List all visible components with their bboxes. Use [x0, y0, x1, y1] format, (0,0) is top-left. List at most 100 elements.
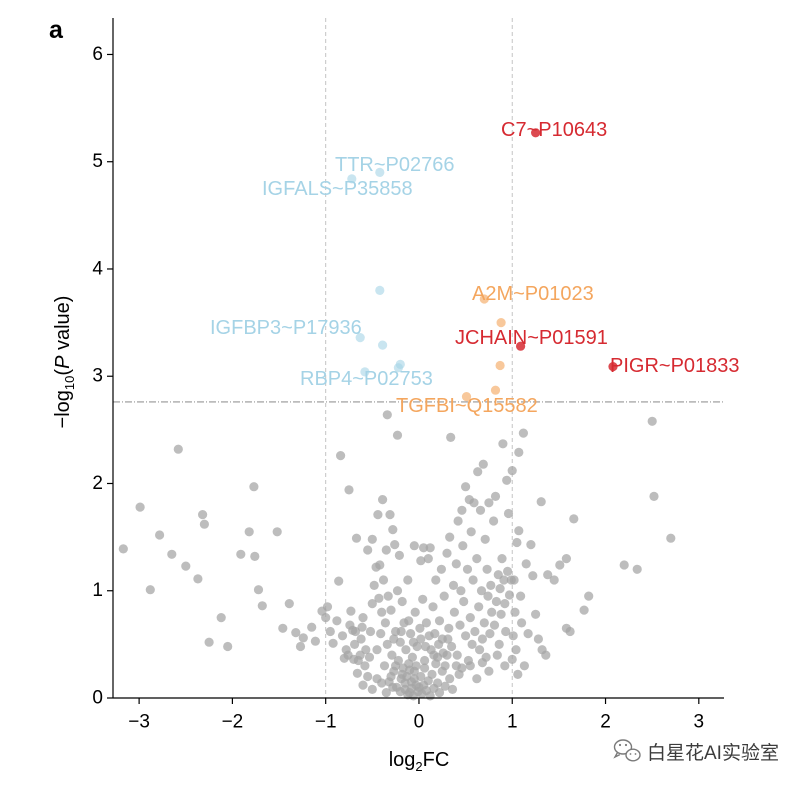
- data-point: [310, 636, 320, 646]
- data-point: [382, 410, 392, 420]
- data-point: [500, 661, 510, 671]
- data-point: [374, 593, 384, 603]
- data-point: [514, 447, 524, 457]
- data-point: [499, 575, 509, 585]
- data-point: [495, 584, 505, 594]
- data-points: [118, 128, 676, 701]
- data-point: [403, 575, 413, 585]
- data-point: [458, 541, 468, 551]
- data-point: [307, 622, 317, 632]
- data-point: [483, 591, 493, 601]
- data-point: [511, 645, 521, 655]
- y-tick-label: 1: [92, 580, 103, 601]
- data-point: [444, 623, 454, 633]
- data-point: [430, 629, 440, 639]
- data-point: [516, 591, 526, 601]
- data-point: [449, 607, 459, 617]
- data-point: [431, 575, 441, 585]
- data-point: [526, 540, 536, 550]
- data-point: [440, 661, 450, 671]
- data-point: [513, 669, 523, 680]
- data-point: [421, 618, 431, 628]
- data-point: [394, 550, 404, 561]
- data-point: [387, 650, 397, 660]
- data-point: [480, 534, 490, 544]
- data-point: [423, 554, 433, 564]
- data-point: [236, 549, 246, 559]
- x-axis-title-subscript: 2: [415, 759, 422, 774]
- data-point: [503, 508, 514, 519]
- data-point: [455, 620, 465, 630]
- data-point: [369, 580, 379, 591]
- x-axis-title: log2FC: [389, 749, 450, 774]
- data-point: [437, 634, 447, 644]
- data-point: [406, 683, 417, 693]
- data-point: [334, 576, 344, 586]
- data-point: [497, 554, 507, 564]
- data-point: [447, 641, 457, 652]
- data-point: [363, 545, 373, 555]
- point-label: JCHAIN~P01591: [455, 327, 608, 349]
- data-point: [350, 639, 360, 650]
- data-point: [457, 505, 467, 515]
- data-point: [336, 451, 346, 461]
- y-axis-title: −log10(P value): [52, 296, 77, 429]
- data-point: [433, 678, 443, 688]
- data-point: [521, 559, 531, 569]
- down-regulated-point: [375, 167, 385, 177]
- y-axis-title-open: (: [52, 369, 74, 376]
- wechat-icon: [613, 739, 641, 762]
- up-regulated-point: [479, 294, 489, 304]
- data-point: [528, 571, 538, 581]
- data-point: [425, 543, 435, 553]
- data-point: [404, 616, 414, 626]
- data-point: [445, 674, 455, 684]
- data-point: [409, 541, 419, 551]
- y-axis-title-subscript: 10: [62, 376, 77, 390]
- data-point: [475, 505, 486, 515]
- data-point: [381, 545, 391, 555]
- data-point: [440, 681, 450, 691]
- x-tick-label: 2: [600, 712, 611, 733]
- data-point: [484, 666, 494, 676]
- data-point: [509, 575, 519, 585]
- data-point: [397, 669, 407, 680]
- data-point: [411, 661, 421, 671]
- data-point: [135, 502, 145, 512]
- y-axis-title-italic: P: [52, 355, 74, 369]
- data-point: [367, 534, 377, 544]
- data-point: [386, 671, 396, 682]
- data-point: [454, 669, 464, 680]
- data-point: [378, 495, 388, 505]
- data-point: [420, 655, 430, 666]
- data-point: [216, 613, 226, 623]
- data-point: [378, 575, 389, 585]
- data-point: [465, 613, 475, 623]
- data-point: [360, 661, 370, 671]
- data-point: [298, 633, 308, 643]
- data-point: [325, 626, 335, 637]
- data-point: [418, 594, 428, 604]
- data-point: [390, 540, 400, 550]
- data-point: [468, 575, 478, 585]
- watermark-text: 白星花AI实验室: [647, 742, 779, 764]
- data-point: [253, 585, 264, 595]
- data-point: [380, 618, 390, 628]
- data-point: [472, 554, 482, 564]
- down-regulated-point: [378, 340, 388, 350]
- data-point: [632, 564, 642, 574]
- data-point: [198, 509, 208, 520]
- data-point: [647, 416, 657, 426]
- data-point: [459, 596, 469, 607]
- data-point: [173, 444, 183, 454]
- x-tick-label: 3: [694, 712, 705, 733]
- data-point: [484, 498, 494, 508]
- data-point: [365, 626, 376, 637]
- point-label: TTR~P02766: [335, 154, 455, 176]
- data-point: [453, 516, 463, 526]
- data-point: [490, 491, 501, 501]
- x-axis-title-rest: FC: [423, 749, 450, 771]
- down-regulated-point: [375, 285, 385, 295]
- data-point: [478, 459, 488, 469]
